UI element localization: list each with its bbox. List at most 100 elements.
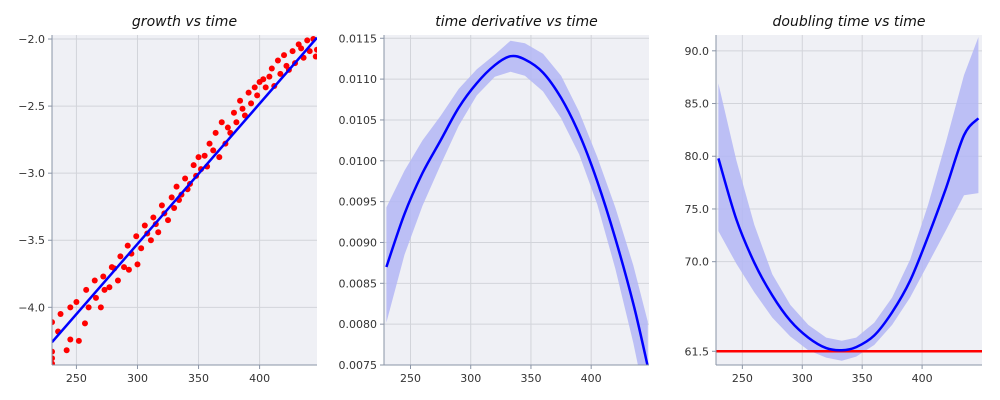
y-tick-label: −3.5	[18, 234, 45, 247]
data-point	[97, 304, 104, 311]
x-tick-label: 300	[127, 372, 148, 385]
data-point	[281, 52, 288, 59]
y-tick-label: 61.5	[685, 345, 710, 358]
y-tick-label: 0.0085	[339, 277, 378, 290]
plot-content	[385, 40, 649, 365]
data-point	[210, 147, 217, 154]
data-point	[81, 320, 88, 327]
fit-line	[52, 36, 317, 344]
data-point	[67, 304, 74, 311]
data-point	[141, 222, 148, 229]
y-tick-label: 0.0110	[339, 73, 378, 86]
data-point	[63, 347, 70, 354]
x-tick-label: 300	[460, 372, 481, 385]
data-point	[101, 286, 108, 293]
data-point	[190, 162, 197, 169]
x-tick-label: 400	[249, 372, 270, 385]
data-point	[121, 264, 128, 271]
doubling-time-vs-time-panel: 250 300 350 400 61.5 70.0 75.0 80.0 85.0 90.0 doub…	[685, 14, 982, 385]
data-point	[274, 57, 281, 64]
data-point	[216, 154, 223, 161]
y-tick-label: 0.0080	[339, 318, 378, 331]
time-derivative-vs-time-panel: 250 300 350 400 0.0075 0.0080 0.0085 0.0090 0.00…	[339, 14, 649, 385]
y-tick-label: 0.0100	[339, 155, 378, 168]
data-point	[254, 92, 261, 99]
data-point	[289, 48, 296, 55]
y-tick-label: 0.0105	[339, 114, 378, 127]
x-tick-label: 400	[581, 372, 602, 385]
y-tick-label: 0.0095	[339, 196, 378, 209]
y-tick-label: 0.0115	[339, 32, 378, 45]
y-tick-label: 75.0	[685, 203, 710, 216]
data-point	[224, 124, 231, 131]
data-point	[92, 294, 99, 301]
data-point	[312, 53, 317, 60]
x-tick-label: 350	[520, 372, 541, 385]
data-point	[91, 277, 98, 284]
chart-title: growth vs time	[132, 14, 237, 30]
y-tick-label: −2.0	[18, 33, 45, 46]
plot-content	[716, 37, 982, 361]
data-point	[52, 355, 55, 362]
data-point	[117, 253, 124, 260]
data-point	[245, 89, 252, 96]
data-point	[171, 205, 178, 212]
growth-vs-time-panel: 250 300 350 400 −4.0 −3.5 −3.0 −2.5 −2.0 growth v…	[18, 14, 317, 385]
data-point	[266, 73, 273, 80]
data-point	[206, 140, 213, 147]
y-tick-label: −3.0	[18, 167, 45, 180]
data-point	[134, 261, 141, 268]
y-tick-label: 70.0	[685, 256, 710, 269]
series-line	[717, 117, 980, 352]
y-tick-label: −2.5	[18, 100, 45, 113]
data-point	[239, 105, 246, 112]
data-point	[83, 286, 90, 293]
data-point	[165, 217, 172, 224]
data-point	[138, 245, 145, 252]
data-point	[195, 154, 202, 161]
data-point	[158, 202, 165, 209]
data-point	[298, 45, 305, 52]
confidence-band	[718, 37, 979, 361]
data-point	[277, 70, 284, 77]
y-tick-label: 90.0	[685, 45, 710, 58]
data-point	[57, 311, 64, 318]
series-line	[385, 54, 649, 365]
y-tick-label: 0.0075	[339, 359, 378, 372]
y-tick-label: −4.0	[18, 301, 45, 314]
data-point	[114, 277, 121, 284]
data-point	[52, 360, 55, 365]
data-point	[182, 175, 189, 182]
data-point	[106, 284, 113, 291]
x-tick-label: 250	[732, 372, 753, 385]
x-tick-label: 300	[792, 372, 813, 385]
data-point	[212, 129, 219, 136]
data-point	[100, 273, 107, 280]
data-point	[248, 100, 255, 107]
data-point	[251, 84, 258, 91]
data-point	[173, 183, 180, 190]
y-tick-label: 80.0	[685, 150, 710, 163]
x-tick-label: 400	[912, 372, 933, 385]
data-point	[230, 109, 237, 116]
data-point	[218, 119, 225, 126]
data-point	[150, 214, 157, 221]
x-tick-label: 350	[852, 372, 873, 385]
data-point	[67, 336, 74, 343]
data-point	[52, 319, 55, 326]
data-point	[75, 337, 82, 344]
x-tick-label: 350	[188, 372, 209, 385]
data-point	[260, 76, 267, 83]
chart-title: doubling time vs time	[773, 14, 926, 30]
data-point	[304, 37, 311, 44]
data-point	[268, 65, 275, 72]
data-point	[155, 229, 162, 236]
data-point	[168, 194, 175, 201]
x-tick-label: 250	[400, 372, 421, 385]
data-point	[314, 46, 317, 53]
data-point	[147, 237, 154, 244]
data-point	[52, 348, 55, 355]
data-point	[262, 84, 269, 91]
data-point	[124, 242, 131, 249]
